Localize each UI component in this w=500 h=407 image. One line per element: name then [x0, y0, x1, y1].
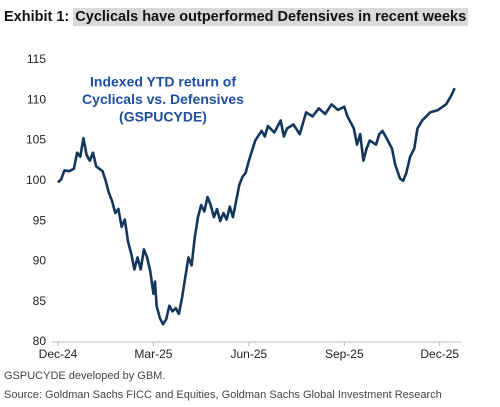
y-tick-label: 80: [33, 334, 47, 348]
note: GSPUCYDE developed by GBM.: [4, 370, 166, 382]
line-series: [57, 87, 456, 326]
chart: 80 85 90 95 100 105 110 115 Dec-24 Mar-25 Jun-25 Se…: [26, 52, 462, 361]
y-tick-label: 100: [26, 173, 46, 187]
chart-title: Cyclicals have outperformed Defensives i…: [73, 8, 469, 26]
y-tick-label: 110: [27, 92, 46, 106]
y-tick-label: 115: [27, 52, 46, 66]
y-tick-label: 85: [33, 294, 47, 308]
x-tick-label: Jun-25: [231, 347, 268, 361]
x-tick-label: Sep-25: [325, 347, 364, 361]
y-tick-label: 95: [33, 213, 47, 227]
y-tick-label: 90: [33, 254, 47, 268]
source-note: Source: Goldman Sachs FICC and Equities,…: [4, 389, 442, 401]
y-tick-label: 105: [26, 133, 46, 147]
annotation: Indexed YTD return of: [90, 74, 236, 90]
x-tick-label: Mar-25: [134, 347, 172, 361]
exhibit-label: Exhibit 1:: [4, 9, 70, 25]
header: Exhibit 1: Cyclicals have outperformed D…: [4, 8, 469, 26]
x-tick-label: Dec-25: [420, 347, 459, 361]
x-tick-label: Dec-24: [39, 347, 78, 361]
annotation: Cyclicals vs. Defensives: [82, 91, 244, 107]
annotation: (GSPUCYDE): [119, 109, 207, 125]
